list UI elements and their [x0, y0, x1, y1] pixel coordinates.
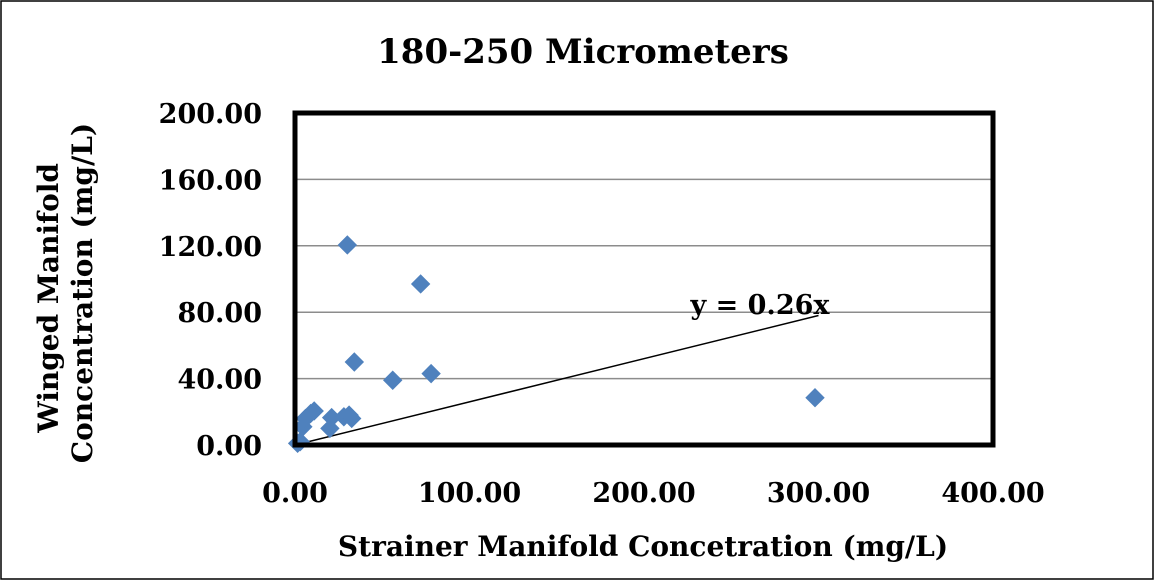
- y-tick-label: 0.00: [196, 431, 262, 462]
- plot-area-border: [292, 110, 996, 448]
- trendline-label: y = 0.26x: [690, 290, 831, 321]
- data-point: [304, 401, 324, 421]
- trendline: [294, 314, 819, 446]
- y-tick-label: 160.00: [159, 165, 262, 196]
- y-tick-label: 120.00: [159, 232, 262, 263]
- data-point: [410, 274, 431, 294]
- data-point: [421, 363, 441, 384]
- y-axis-title-line-2: Concentration (mg/L): [66, 123, 99, 463]
- x-tick-label: 100.00: [418, 478, 521, 509]
- x-tick-label: 0.00: [262, 478, 328, 509]
- data-point: [337, 235, 358, 255]
- data-point: [383, 370, 403, 390]
- y-tick-label: 40.00: [177, 365, 262, 396]
- y-tick-label: 200.00: [159, 99, 262, 130]
- y-axis-title: Winged Manifold Concentration (mg/L): [32, 123, 99, 463]
- y-axis-title-line-1: Winged Manifold: [32, 163, 65, 434]
- y-tick-label: 80.00: [177, 298, 262, 329]
- grid-lines: [295, 178, 993, 380]
- trendline-layer: [294, 314, 819, 446]
- x-tick-label: 400.00: [941, 478, 1044, 509]
- x-tick-label: 200.00: [592, 478, 695, 509]
- x-axis-title: Strainer Manifold Concetration (mg/L): [338, 530, 948, 563]
- y-tick-labels: 0.00 40.00 80.00 120.00 160.00 200.00: [159, 99, 262, 462]
- chart-title: 180-250 Micrometers: [377, 32, 789, 72]
- data-point: [805, 387, 825, 408]
- x-tick-label: 300.00: [767, 478, 870, 509]
- data-point: [342, 408, 362, 429]
- x-tick-labels: 0.00 100.00 200.00 300.00 400.00: [262, 478, 1045, 509]
- data-point: [344, 352, 365, 372]
